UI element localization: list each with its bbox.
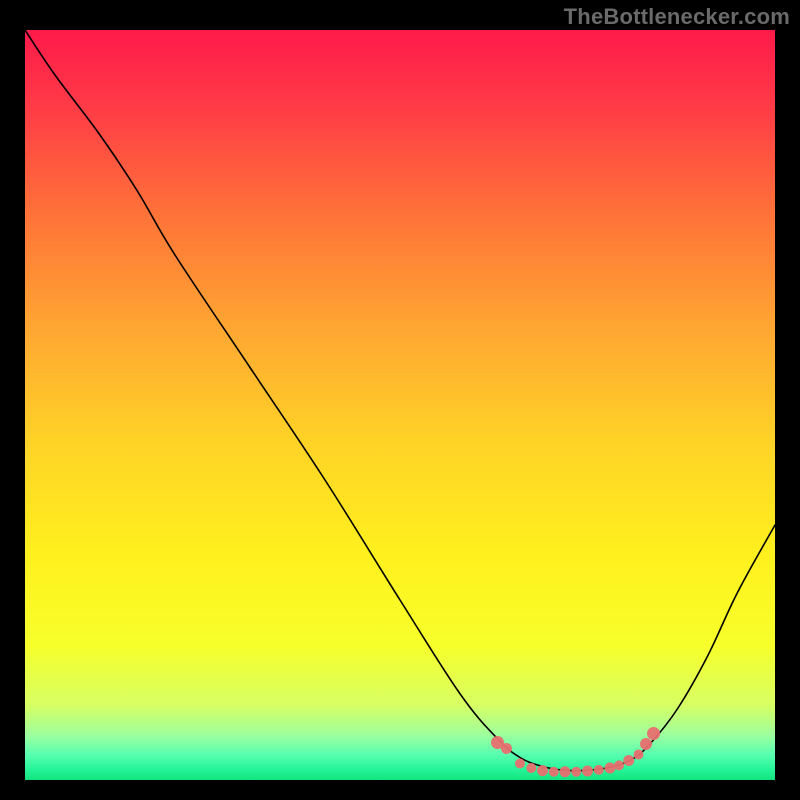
valley-dot (526, 763, 536, 773)
valley-dot (640, 738, 652, 750)
valley-dot (501, 743, 512, 754)
valley-dot (549, 767, 559, 777)
valley-dot (605, 763, 616, 774)
chart-stage: TheBottlenecker.com (0, 0, 800, 800)
valley-dot (614, 760, 624, 770)
attribution-text: TheBottlenecker.com (564, 4, 790, 30)
valley-dot (560, 766, 571, 777)
valley-dot (623, 755, 634, 766)
valley-dot (594, 765, 604, 775)
valley-dot (582, 766, 593, 777)
valley-dot (571, 767, 581, 777)
valley-dot (634, 750, 644, 760)
valley-dot (515, 759, 525, 769)
bottleneck-chart (0, 0, 800, 800)
valley-dot (647, 727, 660, 740)
valley-dot (537, 765, 548, 776)
plot-background (25, 30, 775, 780)
